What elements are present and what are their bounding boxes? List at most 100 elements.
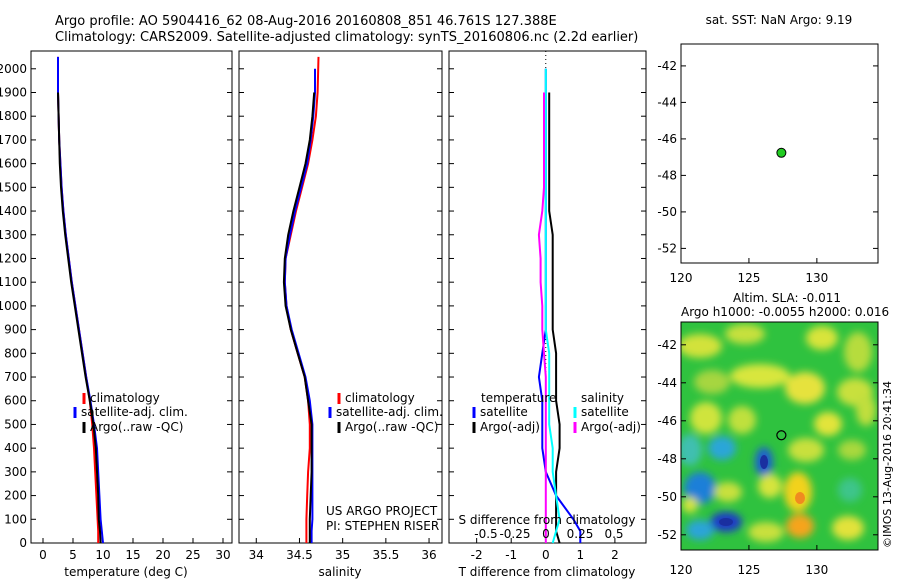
depth-ytick-label: 100 (4, 512, 27, 526)
location-map-frame (680, 43, 879, 264)
depth-ytick-label: 200 (4, 489, 27, 503)
sla-field-blob (725, 324, 765, 344)
depth-ytick-label: 1600 (0, 157, 27, 171)
temperature-xtick-label: 5 (69, 548, 77, 562)
series-line (283, 56, 320, 543)
depth-ytick-label: 1800 (0, 109, 27, 123)
depth-ytick-label: 1900 (0, 85, 27, 99)
sla-field-blob (684, 472, 716, 504)
difference-temp-legend-label: satellite (480, 405, 528, 419)
sla-field-blob (686, 520, 714, 540)
temperature-xtick-label: 15 (125, 548, 140, 562)
sla-field-blob (694, 370, 730, 394)
salinity-diff-tick-label: 0.5 (604, 527, 623, 541)
difference-xtick-label: -1 (505, 548, 517, 562)
figure-title-line1: Argo profile: AO 5904416_62 08-Aug-2016 … (55, 14, 557, 29)
depth-ytick-label: 900 (4, 323, 27, 337)
location-lon-xtick-label: 130 (805, 271, 828, 285)
sla-field-core (795, 492, 805, 504)
salinity-legend-label: Argo(..raw -QC) (345, 420, 438, 434)
sla-field-blob (844, 332, 872, 372)
sla-field-blob (784, 472, 812, 512)
series-line (57, 56, 100, 543)
temperature-axis-label: temperature (deg C) (64, 565, 187, 579)
sla-lon-xtick-label: 125 (737, 563, 760, 577)
salinity-legend-label: climatology (345, 391, 415, 405)
series-line (57, 92, 102, 544)
sla-lat-ytick-label: -52 (657, 528, 677, 542)
sla-lat-ytick-label: -48 (657, 452, 677, 466)
difference-xtick-label: 2 (611, 548, 619, 562)
depth-ytick-label: 400 (4, 441, 27, 455)
salinity-diff-axis-label: S difference from climatology (459, 513, 636, 527)
pi-label: PI: STEPHEN RISER (326, 519, 439, 533)
sla-field-core (760, 455, 768, 469)
location-lon-xtick-label: 125 (737, 271, 760, 285)
sla-lat-ytick-label: -50 (657, 490, 677, 504)
salinity-diff-tick-label: -0.5 (474, 527, 497, 541)
sla-field-blob (814, 412, 842, 436)
sla-heatmap-base (681, 322, 878, 550)
sla-field-blob (690, 402, 722, 434)
sla-map-frame (680, 321, 879, 551)
salinity-diff-tick-label: -0.25 (499, 527, 530, 541)
depth-ytick-label: 300 (4, 465, 27, 479)
depth-ytick-label: 1200 (0, 251, 27, 265)
temperature-xtick-label: 10 (95, 548, 110, 562)
temperature-legend-label: satellite-adj. clim. (81, 405, 188, 419)
depth-ytick-label: 2000 (0, 62, 27, 76)
location-map-title: sat. SST: NaN Argo: 9.19 (706, 13, 853, 27)
sla-title: Altim. SLA: -0.011 (733, 291, 841, 305)
depth-ytick-label: 0 (19, 536, 27, 550)
sla-field-blob (714, 482, 742, 502)
difference-temp-legend-label: Argo(-adj) (480, 420, 540, 434)
argo-location-marker (776, 147, 787, 158)
difference-xtick-label: 0 (542, 548, 550, 562)
sla-field-core (719, 518, 733, 526)
depth-ytick-label: 600 (4, 394, 27, 408)
sla-field-blob (730, 364, 790, 388)
sla-field-blob (785, 372, 825, 404)
sla-lat-ytick-label: -44 (657, 376, 677, 390)
series-line (548, 92, 561, 544)
sla-field-blob (832, 516, 864, 540)
sla-field-blob (838, 440, 866, 460)
location-lat-ytick-label: -42 (657, 59, 677, 73)
temperature-xtick-label: 0 (39, 548, 47, 562)
temperature-plot-frame (30, 50, 233, 544)
sla-argo-title: Argo h1000: -0.0055 h2000: 0.016 (681, 305, 889, 319)
salinity-diff-tick-label: 0 (542, 527, 550, 541)
series-line (537, 92, 547, 543)
location-lon-xtick-label: 120 (670, 271, 693, 285)
location-lat-ytick-label: -46 (657, 132, 677, 146)
sla-field-blob (786, 514, 814, 538)
location-lat-ytick-label: -50 (657, 205, 677, 219)
temperature-legend-label: climatology (90, 391, 160, 405)
sla-field-blob (748, 522, 784, 542)
depth-ytick-label: 700 (4, 370, 27, 384)
sla-field-blob (838, 478, 862, 502)
salinity-xtick-label: 35.5 (372, 548, 399, 562)
sla-heatmap (681, 322, 878, 550)
salinity-legend-label: satellite-adj. clim. (336, 405, 443, 419)
difference-sal-legend-label: satellite (581, 405, 629, 419)
series-line (282, 92, 316, 543)
depth-ytick-label: 1000 (0, 299, 27, 313)
temperature-legend-label: Argo(..raw -QC) (90, 420, 183, 434)
depth-ytick-label: 1500 (0, 180, 27, 194)
sla-lat-ytick-label: -46 (657, 414, 677, 428)
location-lat-ytick-label: -44 (657, 95, 677, 109)
salinity-xtick-label: 34 (249, 548, 264, 562)
imos-timestamp-label: ©IMOS 13-Aug-2016 20:41:34 (881, 381, 894, 548)
series-line (544, 68, 561, 544)
sla-field-blob (728, 406, 756, 434)
project-label: US ARGO PROJECT (326, 504, 438, 518)
salinity-xtick-label: 35 (335, 548, 350, 562)
sla-lon-xtick-label: 130 (805, 563, 828, 577)
temperature-legend-title: temperature (481, 391, 556, 405)
temperature-diff-axis-label: T difference from climatology (458, 565, 636, 579)
difference-xtick-label: -2 (471, 548, 483, 562)
sla-field-blob (788, 438, 824, 462)
sla-field-blob (681, 334, 722, 358)
